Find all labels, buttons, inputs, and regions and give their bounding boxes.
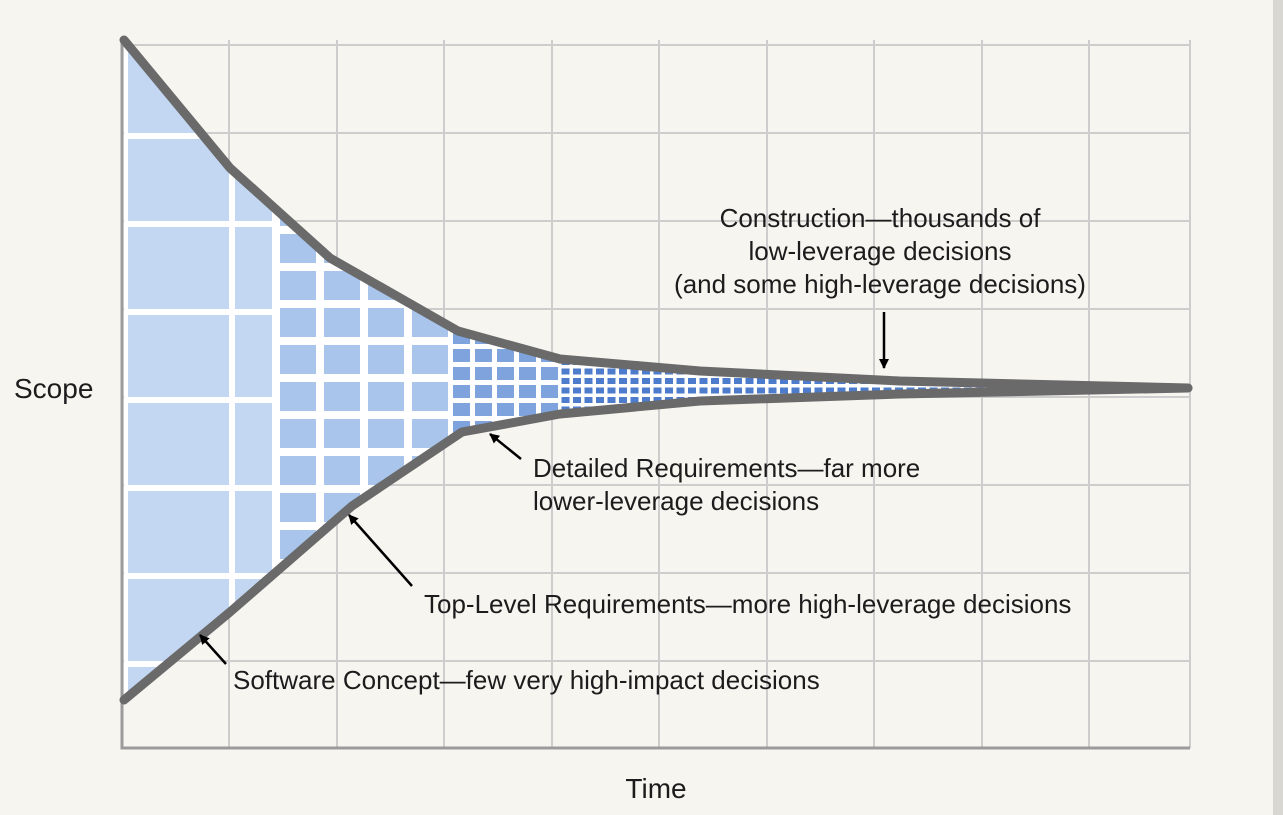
construction-line-1: Construction—thousands of (719, 203, 1041, 233)
construction-annotation: Construction—thousands of low-leverage d… (650, 202, 1110, 301)
detailed-requirements-line-2: lower-leverage decisions (533, 486, 820, 516)
scope-axis-label: Scope (14, 373, 94, 404)
decision-funnel-border (119, 35, 1193, 705)
annotation-arrows (199, 312, 889, 665)
time-axis-label: Time (625, 773, 687, 804)
background-grid (122, 40, 1191, 748)
detailed-requirements-annotation: Detailed Requirements—far more lower-lev… (533, 452, 920, 518)
software-concept-annotation: Software Concept—few very high-impact de… (233, 665, 820, 695)
detailed-requirements-arrow (489, 433, 522, 460)
top-level-requirements-arrow (348, 514, 413, 587)
construction-line-2: low-leverage decisions (748, 236, 1012, 266)
top-level-requirements-annotation: Top-Level Requirements—more high-leverag… (424, 589, 1072, 619)
detailed-requirements-line-1: Detailed Requirements—far more (533, 453, 921, 483)
axes (120, 38, 1190, 750)
construction-line-3: (and some high-leverage decisions) (674, 269, 1086, 299)
software-concept-arrow (199, 634, 227, 665)
scan-edge-shade (1273, 0, 1283, 815)
